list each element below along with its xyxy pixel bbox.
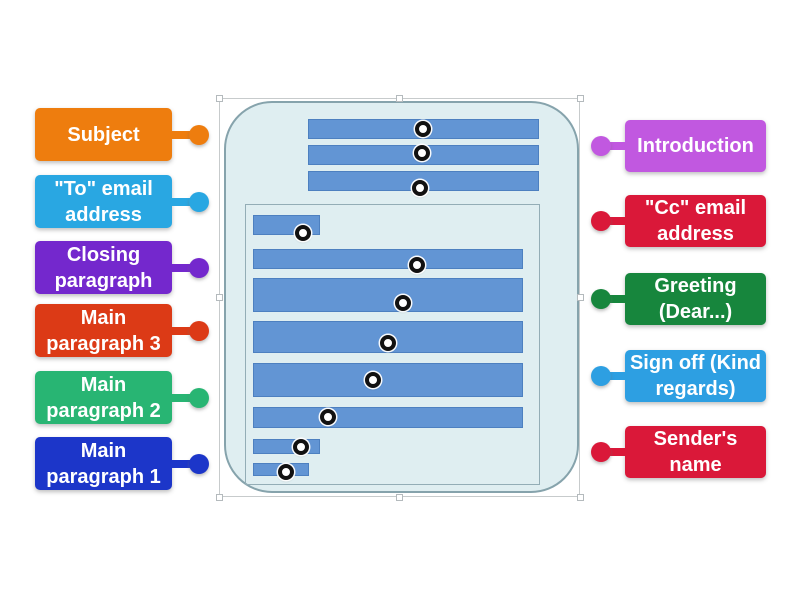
- connector-dot: [591, 211, 611, 231]
- resize-handle: [215, 493, 223, 501]
- diagram-bar: [253, 407, 523, 428]
- label-main-paragraph-1[interactable]: Main paragraph 1: [35, 437, 209, 490]
- label-closing-paragraph[interactable]: Closing paragraph: [35, 241, 209, 294]
- label-text: Main paragraph 3: [46, 306, 161, 355]
- label-text: Closing paragraph: [54, 243, 153, 292]
- resize-handle: [576, 94, 584, 102]
- label-subject[interactable]: Subject: [35, 108, 209, 161]
- resize-handle: [576, 493, 584, 501]
- label-cc-email-address[interactable]: "Cc" email address: [591, 195, 766, 247]
- connector-dot: [591, 136, 611, 156]
- connector-stub: [600, 142, 630, 150]
- label-text: Main paragraph 1: [46, 439, 161, 488]
- answer-target-dot[interactable]: [414, 145, 430, 161]
- answer-target-dot[interactable]: [415, 121, 431, 137]
- label-text: "Cc" email address: [644, 197, 747, 245]
- label-text: Introduction: [637, 135, 754, 157]
- diagram-bar: [253, 363, 523, 397]
- connector-stub: [170, 263, 200, 272]
- label-text: Subject: [67, 123, 140, 146]
- label-main-paragraph-2[interactable]: Main paragraph 2: [35, 371, 209, 424]
- label-text: Greeting (Dear...): [654, 275, 737, 323]
- connector-stub: [170, 326, 200, 335]
- answer-target-dot[interactable]: [395, 295, 411, 311]
- connector-dot: [189, 191, 209, 212]
- label-to-email-address[interactable]: "To" email address: [35, 175, 209, 228]
- label-text: Main paragraph 2: [46, 373, 161, 422]
- resize-handle: [215, 94, 223, 102]
- connector-stub: [600, 372, 630, 380]
- resize-handle: [576, 293, 584, 301]
- answer-target-dot[interactable]: [412, 180, 428, 196]
- diagram-bar: [253, 439, 320, 454]
- connector-dot: [189, 124, 209, 145]
- connector-stub: [170, 130, 200, 139]
- connector-dot: [591, 289, 611, 309]
- label-text: Sender's name: [653, 428, 738, 476]
- answer-target-dot[interactable]: [278, 464, 294, 480]
- connector-stub: [170, 393, 200, 402]
- connector-stub: [600, 295, 630, 303]
- answer-target-dot[interactable]: [293, 439, 309, 455]
- label-main-paragraph-3[interactable]: Main paragraph 3: [35, 304, 209, 357]
- answer-target-dot[interactable]: [295, 225, 311, 241]
- connector-dot: [189, 320, 209, 341]
- connector-dot: [189, 453, 209, 474]
- answer-target-dot[interactable]: [365, 372, 381, 388]
- connector-dot: [189, 387, 209, 408]
- connector-dot: [591, 366, 611, 386]
- connector-dot: [189, 257, 209, 278]
- answer-target-dot[interactable]: [320, 409, 336, 425]
- answer-target-dot[interactable]: [380, 335, 396, 351]
- label-greeting-dear[interactable]: Greeting (Dear...): [591, 273, 766, 325]
- label-senders-name[interactable]: Sender's name: [591, 426, 766, 478]
- diagram-bar: [253, 278, 523, 312]
- label-text: Sign off (Kind regards): [629, 352, 762, 400]
- resize-handle: [395, 493, 403, 501]
- label-sign-off-kind-regards[interactable]: Sign off (Kind regards): [591, 350, 766, 402]
- connector-dot: [591, 442, 611, 462]
- label-introduction[interactable]: Introduction: [591, 120, 766, 172]
- answer-target-dot[interactable]: [409, 257, 425, 273]
- diagram-bar: [253, 249, 523, 269]
- connector-stub: [170, 197, 200, 206]
- connector-stub: [600, 448, 630, 456]
- resize-handle: [215, 293, 223, 301]
- label-text: "To" email address: [54, 177, 153, 226]
- email-body-box: [245, 204, 540, 485]
- resize-handle: [395, 94, 403, 102]
- connector-stub: [170, 459, 200, 468]
- connector-stub: [600, 217, 630, 225]
